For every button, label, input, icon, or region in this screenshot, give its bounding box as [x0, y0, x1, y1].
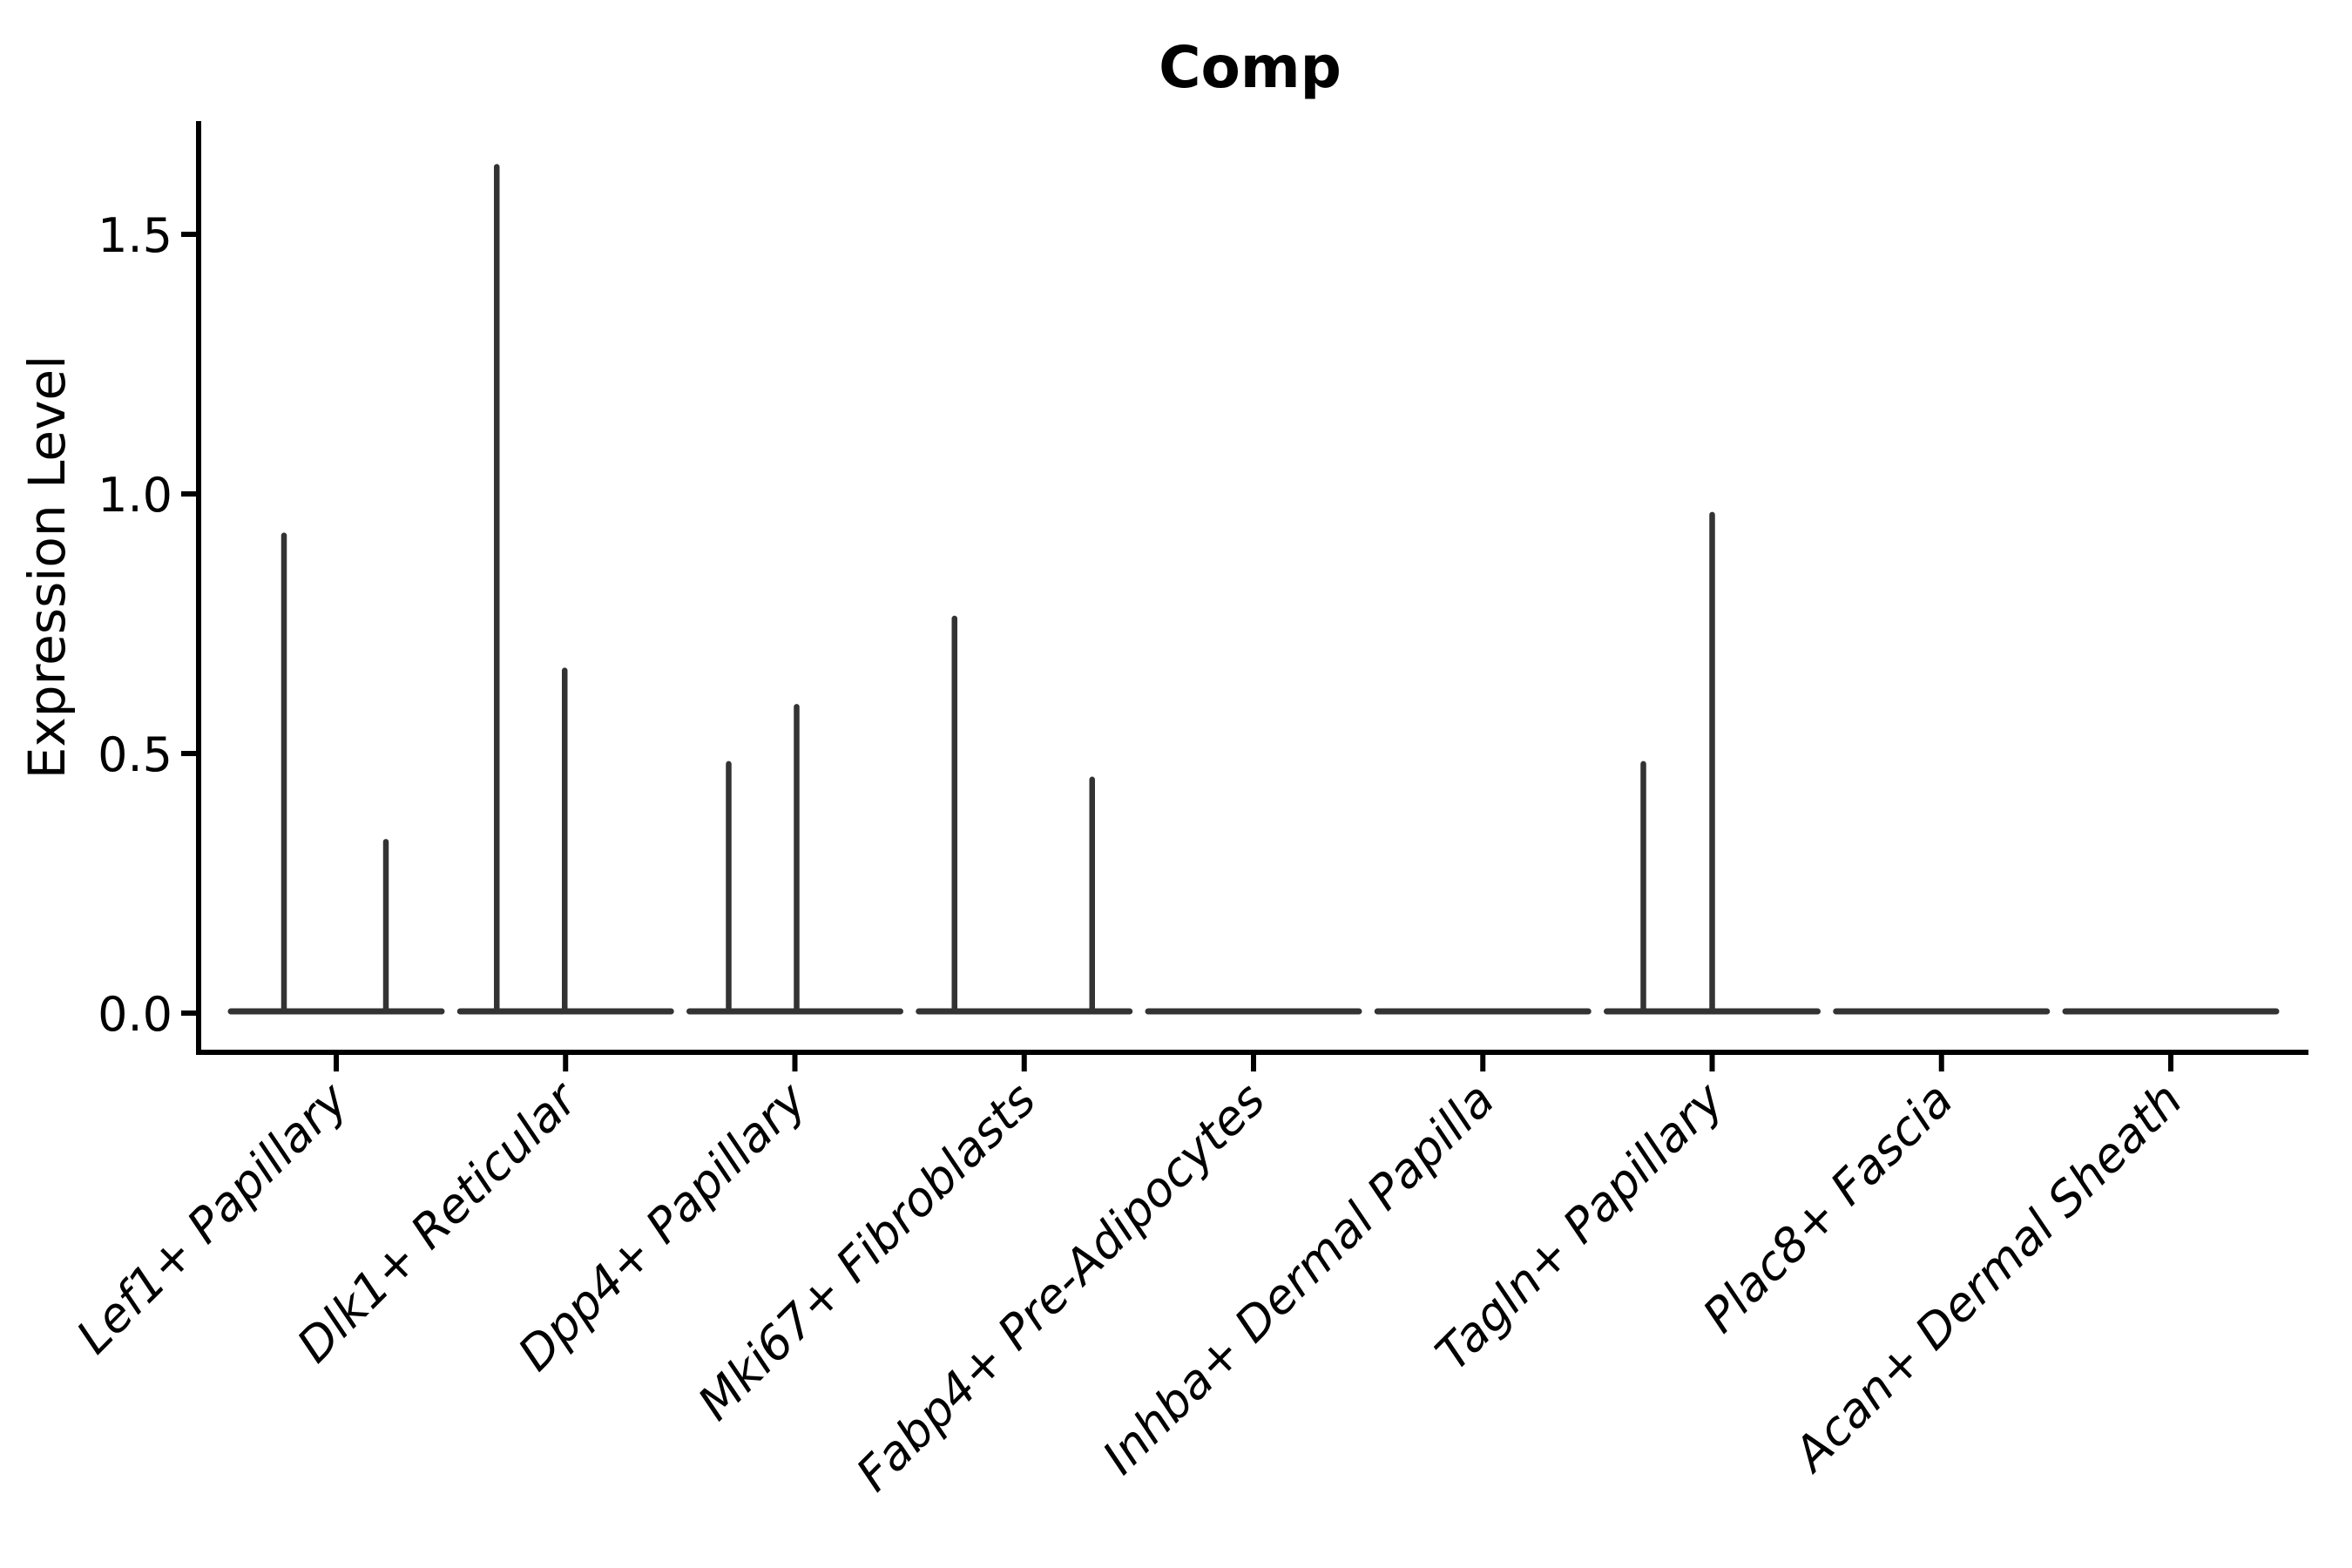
y-tick-label: 1.5: [98, 208, 172, 263]
axes-spines: [196, 121, 2308, 1055]
y-tick-label: 1.0: [98, 468, 172, 523]
y-axis-label: Expression Level: [17, 355, 77, 779]
chart-title: Comp: [1159, 34, 1342, 101]
y-axis-ticks: 0.0 0.5 1.0 1.5: [98, 208, 199, 1042]
x-tick-label: Acan+ Dermal Sheath: [1781, 1072, 2193, 1484]
y-tick-label: 0.5: [98, 727, 172, 782]
x-tick-label: Inhba+ Dermal Papilla: [1092, 1072, 1505, 1485]
violins-group: [227, 164, 2280, 1015]
y-tick-label: 0.0: [98, 987, 172, 1042]
x-tick-label: Fabp4+ Pre-Adipocytes: [846, 1072, 1275, 1502]
